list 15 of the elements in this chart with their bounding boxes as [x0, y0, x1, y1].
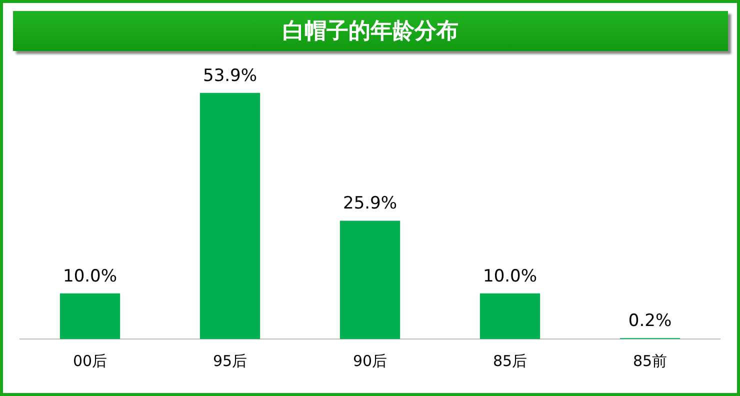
data-label: 0.2% [628, 311, 672, 332]
x-tick-label: 90后 [352, 352, 388, 370]
chart-title: 白帽子的年龄分布 [13, 11, 728, 51]
x-tick-label: 85前 [632, 352, 668, 370]
x-tick-label: 85后 [492, 352, 528, 370]
x-tick-label: 95后 [212, 352, 248, 370]
x-tick-label: 00后 [72, 352, 108, 370]
bar [340, 220, 400, 339]
bar [200, 92, 260, 339]
data-label: 10.0% [62, 266, 118, 286]
data-label: 25.9% [342, 194, 398, 214]
bar [480, 293, 540, 339]
bar [60, 293, 120, 339]
data-label: 10.0% [482, 266, 538, 286]
data-label: 53.9% [202, 66, 258, 86]
